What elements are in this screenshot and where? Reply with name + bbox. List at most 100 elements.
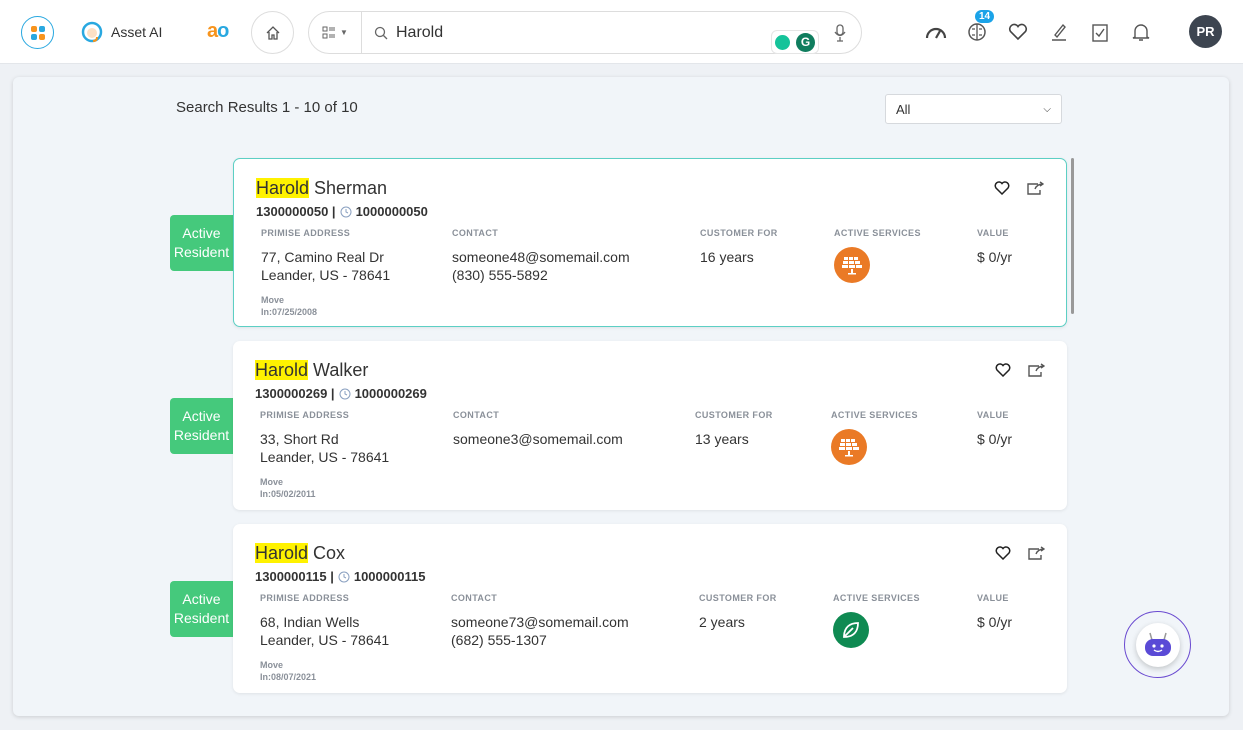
grammarly-widget[interactable]: G (771, 30, 819, 54)
card-actions (995, 363, 1045, 377)
search-highlight: Harold (255, 360, 309, 380)
clipboard-check-icon[interactable] (1088, 20, 1112, 44)
customer-for-label: CUSTOMER FOR (695, 410, 773, 420)
customer-name[interactable]: Harold Sherman (256, 178, 387, 199)
customer-name[interactable]: Harold Walker (255, 360, 368, 381)
last-name: Cox (308, 543, 346, 563)
account-number: 1300000115 | (255, 569, 334, 584)
clock-icon (338, 571, 350, 582)
favorite-heart-icon[interactable] (995, 363, 1011, 377)
last-name: Sherman (309, 178, 388, 198)
share-icon[interactable] (1027, 546, 1045, 560)
address-line: 68, Indian Wells (260, 614, 360, 630)
customer-name[interactable]: Harold Cox (255, 543, 345, 564)
top-bar: Asset AI ao ▼ G 14 PR (0, 0, 1243, 64)
account-number: 1300000269 | (255, 386, 335, 401)
search-highlight: Harold (256, 178, 310, 198)
status-line: Active (182, 408, 221, 424)
last-name: Walker (308, 360, 369, 380)
account-number: 1300000050 | (256, 204, 336, 219)
ao-logo[interactable]: ao (207, 20, 229, 42)
value-label: VALUE (977, 228, 1009, 238)
lightbulb-icon (775, 34, 790, 50)
card-actions (994, 181, 1044, 195)
search-icon (374, 26, 388, 39)
notification-count-badge: 14 (975, 10, 995, 23)
move-label: Move (261, 295, 285, 305)
share-icon[interactable] (1027, 363, 1045, 377)
contact-label: CONTACT (451, 593, 498, 603)
sign-icon[interactable] (1047, 20, 1071, 44)
chevron-down-icon: ▼ (340, 28, 348, 37)
meter-number: 1000000269 (354, 386, 427, 401)
share-icon[interactable] (1026, 181, 1044, 195)
solar-panel-icon (831, 429, 867, 465)
address-line: Leander, US - 78641 (261, 267, 391, 283)
search-input[interactable] (396, 23, 776, 42)
status-line: Resident (173, 244, 230, 260)
status-badge: Active Resident (170, 215, 233, 271)
search-highlight: Harold (255, 543, 309, 563)
email[interactable]: someone73@somemail.com (451, 614, 629, 630)
customer-for-label: CUSTOMER FOR (699, 593, 777, 603)
home-button[interactable] (251, 11, 294, 54)
status-line: Resident (173, 427, 230, 443)
email[interactable]: someone48@somemail.com (452, 249, 630, 265)
address-value: 77, Camino Real Dr Leander, US - 78641 (261, 248, 390, 284)
value-amount: $ 0/yr (977, 249, 1013, 265)
meter-number: 1000000115 (353, 569, 426, 584)
move-in-value: In:08/07/2021 (260, 672, 317, 682)
favorite-heart-icon[interactable] (995, 546, 1011, 560)
customer-ids: 1300000269 | 1000000269 (255, 386, 427, 401)
favorite-heart-icon[interactable] (994, 181, 1010, 195)
mic-icon[interactable] (833, 23, 847, 42)
address-line: Leander, US - 78641 (260, 449, 390, 465)
heart-icon[interactable] (1006, 20, 1030, 44)
address-label: PRIMISE ADDRESS (260, 593, 350, 603)
brand[interactable]: Asset AI (79, 19, 162, 45)
grammarly-icon: G (796, 32, 815, 52)
address-label: PRIMISE ADDRESS (260, 410, 350, 420)
address-line: 77, Camino Real Dr (261, 249, 384, 265)
phone: (830) 555-5892 (452, 267, 548, 283)
value-amount: $ 0/yr (977, 431, 1013, 447)
email[interactable]: someone3@somemail.com (453, 431, 623, 447)
dashboard-gauge-icon[interactable] (924, 20, 948, 44)
phone: (682) 555-1307 (451, 632, 547, 648)
apps-icon[interactable] (21, 16, 54, 49)
customer-for-value: 16 years (700, 249, 754, 265)
customer-for-value: 2 years (699, 614, 745, 630)
customer-card[interactable]: Harold Sherman 1300000050 | 1000000050 P… (233, 158, 1067, 327)
leaf-icon (833, 612, 869, 648)
search-type-dropdown[interactable]: ▼ (309, 12, 362, 53)
address-label: PRIMISE ADDRESS (261, 228, 351, 238)
avatar[interactable]: PR (1189, 15, 1222, 48)
address-line: 33, Short Rd (260, 431, 339, 447)
services-label: ACTIVE SERVICES (831, 410, 918, 420)
results-summary: Search Results 1 - 10 of 10 (176, 99, 358, 116)
move-in-date: Move In:05/02/2011 (260, 476, 316, 500)
status-line: Active (182, 591, 221, 607)
card-actions (995, 546, 1045, 560)
customer-card[interactable]: Harold Cox 1300000115 | 1000000115 PRIMI… (233, 524, 1067, 693)
status-line: Active (182, 225, 221, 241)
meter-number: 1000000050 (355, 204, 428, 219)
assistant-icon (81, 21, 103, 43)
solar-panel-icon (834, 247, 870, 283)
move-in-date: Move In:08/07/2021 (260, 659, 316, 683)
address-value: 68, Indian Wells Leander, US - 78641 (260, 613, 389, 649)
contact-label: CONTACT (453, 410, 500, 420)
clock-icon (340, 206, 352, 217)
brain-icon[interactable]: 14 (965, 10, 995, 44)
results-filter-select[interactable]: All ⌵ (885, 94, 1062, 124)
customer-ids: 1300000115 | 1000000115 (255, 569, 425, 584)
contact-value: someone73@somemail.com (682) 555-1307 (451, 613, 629, 649)
status-badge: Active Resident (170, 581, 233, 637)
value-label: VALUE (977, 410, 1009, 420)
chatbot-button[interactable] (1124, 611, 1191, 678)
customer-card[interactable]: Harold Walker 1300000269 | 1000000269 PR… (233, 341, 1067, 510)
value-label: VALUE (977, 593, 1009, 603)
bell-icon[interactable] (1129, 20, 1153, 44)
status-badge: Active Resident (170, 398, 233, 454)
results-scrollbar[interactable] (1071, 158, 1074, 314)
